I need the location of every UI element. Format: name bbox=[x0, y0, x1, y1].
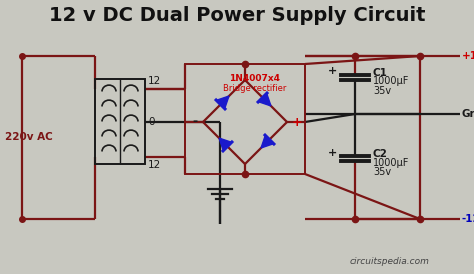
Polygon shape bbox=[258, 93, 271, 106]
Text: +: + bbox=[292, 116, 302, 129]
Text: +: + bbox=[328, 148, 337, 158]
Text: 1N4007x4: 1N4007x4 bbox=[229, 74, 281, 83]
Text: 12: 12 bbox=[148, 76, 161, 86]
Text: C2: C2 bbox=[373, 149, 388, 159]
Text: 12 v DC Dual Power Supply Circuit: 12 v DC Dual Power Supply Circuit bbox=[49, 6, 425, 25]
Polygon shape bbox=[216, 96, 229, 109]
Text: 1000μF: 1000μF bbox=[373, 158, 410, 168]
Text: 0: 0 bbox=[148, 117, 155, 127]
Bar bbox=[95, 79, 145, 164]
Polygon shape bbox=[219, 138, 232, 151]
Text: +: + bbox=[328, 67, 337, 76]
Polygon shape bbox=[261, 135, 273, 148]
Text: Bridge rectifier: Bridge rectifier bbox=[223, 84, 287, 93]
Text: Ground: Ground bbox=[462, 109, 474, 119]
Text: -12v: -12v bbox=[462, 214, 474, 224]
Text: 220v AC: 220v AC bbox=[5, 133, 53, 142]
Text: C1: C1 bbox=[373, 67, 388, 78]
Text: circuitspedia.com: circuitspedia.com bbox=[350, 257, 430, 266]
Text: 35v: 35v bbox=[373, 167, 391, 177]
Text: -: - bbox=[193, 116, 198, 129]
Bar bbox=[185, 64, 305, 174]
Text: 12: 12 bbox=[148, 160, 161, 170]
Text: +12v: +12v bbox=[462, 51, 474, 61]
Text: 1000μF: 1000μF bbox=[373, 76, 410, 87]
Text: 35v: 35v bbox=[373, 85, 391, 96]
